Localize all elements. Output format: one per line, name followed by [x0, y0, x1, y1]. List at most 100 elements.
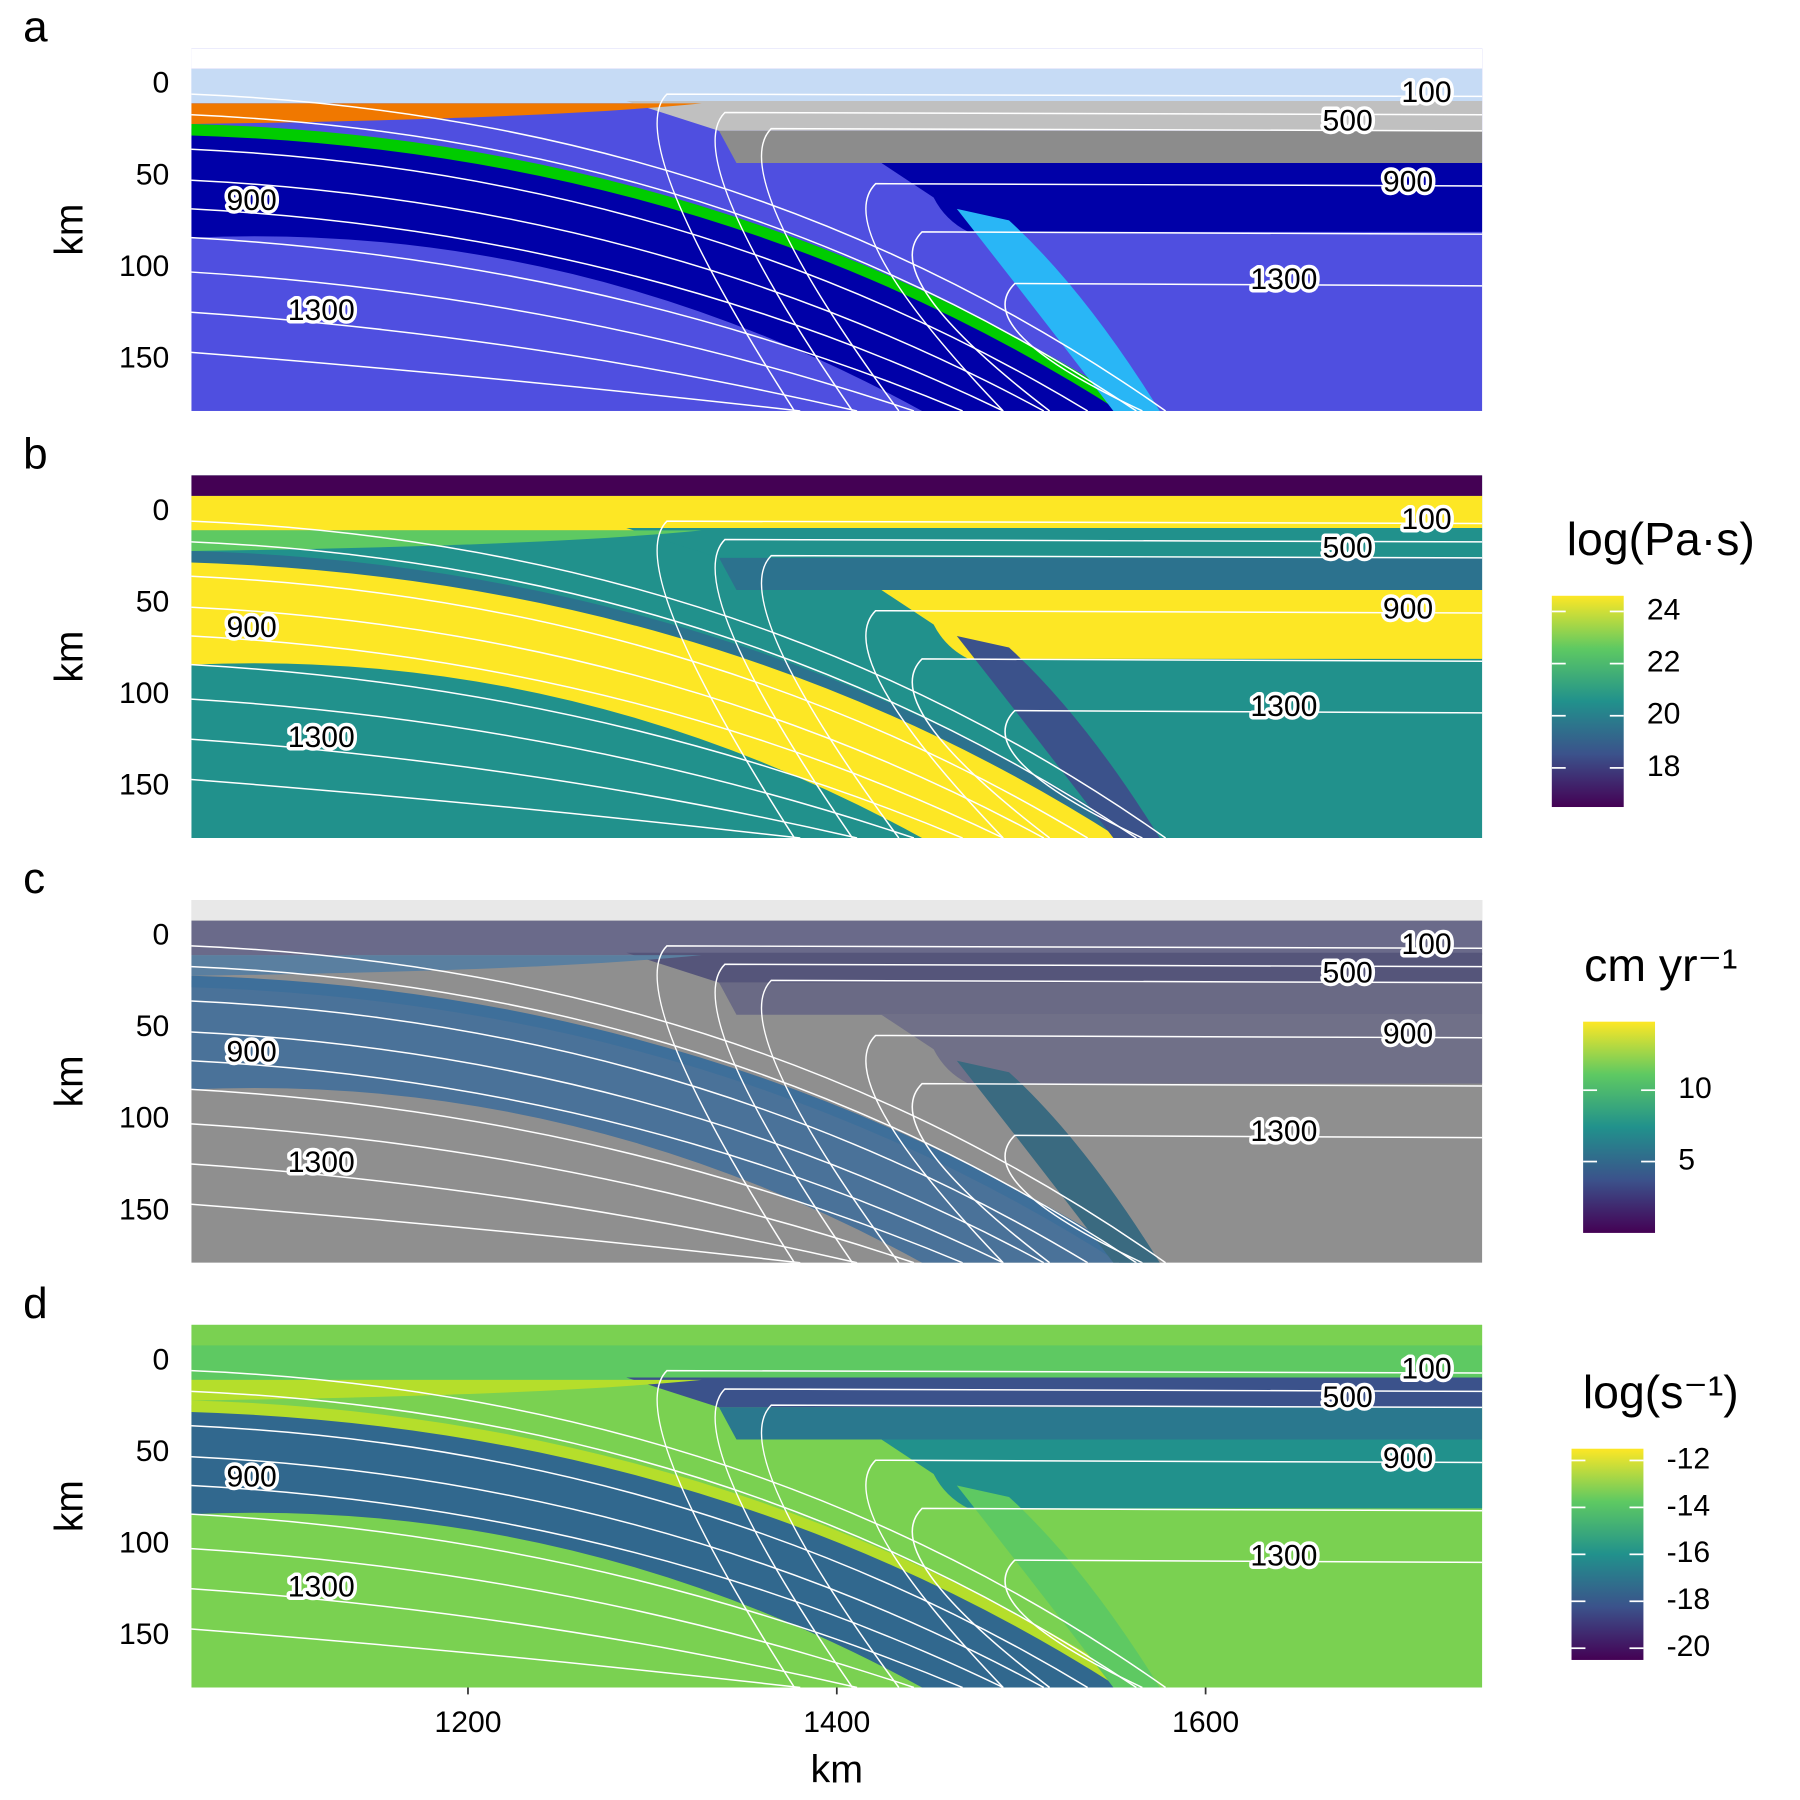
y-tick-label: 50 — [136, 158, 170, 191]
field-region — [191, 1324, 1483, 1346]
colorbar-tick-label: 24 — [1647, 593, 1681, 626]
colorbar-title: log(Pa·s) — [1567, 513, 1755, 565]
isotherm — [760, 554, 1483, 839]
isotherm-label: 900 — [227, 184, 277, 217]
y-axis-title: km — [47, 1055, 91, 1107]
field-region — [626, 1377, 1483, 1408]
isotherm — [191, 1425, 1089, 1688]
isotherm-label: 100 — [1401, 76, 1451, 109]
field-region — [191, 1345, 1483, 1380]
isotherm — [191, 965, 1137, 1263]
isotherm-label: 500 — [1323, 105, 1373, 138]
isotherm — [1004, 282, 1483, 411]
y-tick-label: 100 — [119, 250, 169, 283]
isotherm-label: 1300 — [1250, 1115, 1317, 1148]
isotherm — [191, 271, 915, 411]
isotherm-label: 900 — [227, 1461, 277, 1494]
field-region — [191, 495, 1483, 531]
field-region — [719, 1407, 1483, 1440]
isotherm — [911, 231, 1483, 411]
isotherm-label: 900 — [227, 611, 277, 644]
isotherm — [191, 1390, 1137, 1688]
field-panel — [191, 48, 1483, 411]
isotherm-label: 900 — [1383, 1017, 1433, 1050]
x-tick-label: 1400 — [803, 1706, 870, 1739]
isotherm-label: 1300 — [288, 1146, 355, 1179]
colorbar-title: cm yr⁻¹ — [1584, 939, 1737, 991]
y-axis-title: km — [47, 631, 91, 683]
isotherm — [191, 635, 1004, 839]
isotherm — [191, 148, 1089, 411]
colorbar-tick-label: 5 — [1678, 1144, 1695, 1177]
isotherm — [191, 778, 801, 839]
y-tick-label: 50 — [136, 1435, 170, 1468]
field-region — [191, 1379, 702, 1401]
isotherm — [191, 1163, 858, 1263]
isotherm — [714, 1388, 1483, 1688]
field-region — [956, 1060, 1160, 1263]
field-region — [626, 528, 1483, 558]
isotherm — [760, 1404, 1483, 1688]
field-region — [881, 590, 1483, 659]
field-region — [191, 475, 1483, 496]
isotherm — [191, 1000, 1089, 1263]
isotherm — [191, 1088, 963, 1263]
colorbar-tick-label: 18 — [1647, 750, 1681, 783]
y-tick-label: 50 — [136, 586, 170, 619]
isotherm — [865, 609, 1483, 839]
isotherm — [656, 93, 1483, 411]
isotherm — [191, 1513, 963, 1688]
field-region — [719, 982, 1483, 1015]
isotherm — [191, 236, 963, 411]
y-tick-label: 0 — [153, 1343, 170, 1376]
field-region — [626, 952, 1483, 983]
isotherm — [191, 1628, 801, 1688]
colorbar-tick-label: 20 — [1647, 698, 1681, 731]
field-region — [191, 980, 1131, 1263]
isotherm — [191, 1203, 801, 1263]
isotherm — [191, 1059, 1004, 1263]
isotherm — [656, 945, 1483, 1263]
isotherm-label: 900 — [227, 1036, 277, 1069]
isotherm — [191, 1369, 1167, 1688]
isotherm-label: 1300 — [1250, 690, 1317, 723]
isotherm-label: 1300 — [1250, 263, 1317, 296]
isotherm-label: 100 — [1401, 503, 1451, 536]
isotherm-label: 1300 — [1250, 1540, 1317, 1573]
isotherm — [656, 520, 1483, 839]
colorbar-tick-label: -16 — [1667, 1536, 1711, 1569]
isotherm-label: 100 — [1401, 1353, 1451, 1386]
isotherm — [191, 945, 1167, 1263]
isotherm — [191, 93, 1167, 411]
isotherm — [191, 1123, 915, 1263]
y-tick-label: 100 — [119, 1102, 169, 1135]
isotherm-label: 900 — [1383, 1442, 1433, 1475]
isotherm — [714, 538, 1483, 839]
field-region — [719, 130, 1483, 164]
panel-label: a — [23, 3, 48, 52]
field-region — [191, 68, 1483, 104]
field-region — [626, 101, 1483, 131]
colorbar-tick-label: -20 — [1667, 1630, 1711, 1663]
panel-label: b — [23, 430, 48, 479]
field-region — [191, 955, 702, 976]
isotherm — [191, 575, 1089, 839]
isotherm — [911, 658, 1483, 839]
isotherm — [191, 351, 801, 411]
isotherm — [1004, 1134, 1483, 1263]
y-tick-label: 0 — [153, 67, 170, 100]
isotherm — [191, 311, 858, 411]
colorbar-tick-label: 22 — [1647, 646, 1681, 679]
field-region — [881, 1014, 1483, 1084]
field-region — [191, 103, 702, 124]
isotherm-label: 500 — [1323, 1381, 1373, 1414]
y-axis-title: km — [47, 1480, 91, 1532]
panel-label: d — [23, 1279, 48, 1328]
isotherm — [191, 208, 1004, 411]
field-region — [956, 635, 1160, 839]
field-region — [881, 1439, 1483, 1509]
isotherm-label: 1300 — [288, 294, 355, 327]
field-region — [191, 1405, 1131, 1688]
colorbar — [1551, 595, 1624, 808]
field-region — [191, 128, 1131, 411]
